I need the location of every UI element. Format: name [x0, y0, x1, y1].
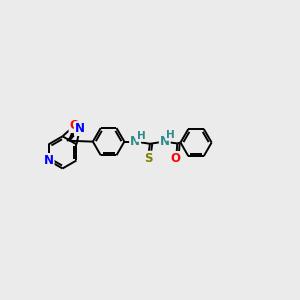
Text: S: S: [144, 152, 152, 165]
Text: O: O: [171, 152, 181, 165]
Text: N: N: [130, 136, 140, 148]
Text: H: H: [166, 130, 175, 140]
Text: O: O: [70, 119, 80, 132]
Text: N: N: [160, 135, 170, 148]
Text: N: N: [75, 122, 85, 135]
Text: N: N: [44, 154, 54, 167]
Text: H: H: [136, 131, 146, 141]
